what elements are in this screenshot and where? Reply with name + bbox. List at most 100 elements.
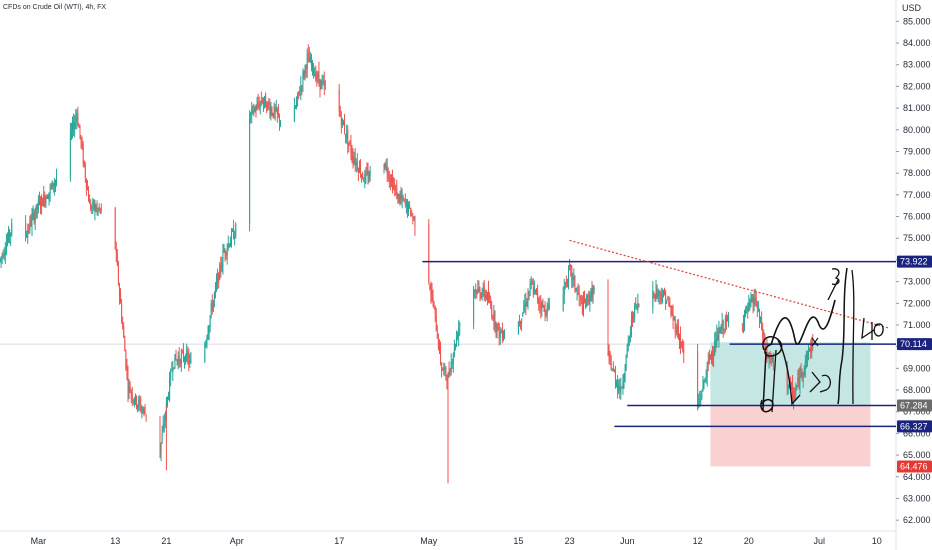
candle-body: [369, 170, 371, 177]
candle-body: [436, 333, 438, 339]
candle-body: [700, 396, 702, 398]
candle-body: [365, 172, 367, 177]
y-tick-label: 78.000: [903, 168, 931, 178]
candle-body: [665, 292, 667, 304]
candle-body: [758, 309, 760, 319]
candle-body: [523, 307, 525, 311]
y-tick-label: 68.000: [903, 385, 931, 395]
candle-body: [122, 322, 124, 328]
descending-trendline[interactable]: [569, 239, 890, 329]
candle-body: [307, 52, 309, 56]
candle-body: [697, 351, 699, 406]
candle-body: [52, 182, 54, 187]
candle-body: [451, 362, 453, 365]
level-badge-neckline: [897, 338, 932, 351]
level-badge-target: [897, 460, 932, 473]
candle-body: [233, 227, 235, 239]
candle-body: [638, 304, 640, 306]
candle-body: [530, 282, 532, 285]
y-tick-label: 79.000: [903, 146, 931, 156]
candle-body: [432, 297, 434, 306]
level-label-support: 67.284: [900, 401, 928, 411]
candle-body: [762, 331, 764, 337]
candle-body: [276, 107, 278, 115]
candle-body: [474, 290, 476, 292]
candle-body: [219, 264, 221, 280]
candle-body: [124, 340, 126, 352]
x-tick-label: 10: [872, 536, 882, 546]
candle-body: [572, 276, 574, 281]
candle-body: [83, 161, 85, 166]
candle-body: [49, 186, 51, 193]
candle-body: [563, 285, 565, 296]
candle-body: [714, 340, 716, 356]
candle-body: [413, 217, 415, 219]
candle-body: [91, 206, 93, 208]
candle-body: [77, 113, 79, 125]
candle-body: [659, 291, 661, 296]
candle-body: [127, 373, 129, 393]
time-axis[interactable]: Mar 13 21 Apr 17 May 15 23 Jun 12 20 Jul 10: [31, 536, 882, 546]
candle-body: [293, 107, 295, 122]
candle-body: [383, 165, 385, 174]
candle-body: [182, 350, 184, 360]
candle-body: [568, 268, 570, 283]
profit-zone[interactable]: [710, 342, 871, 406]
candle-body: [134, 394, 136, 402]
y-tick-label: 82.000: [903, 81, 931, 91]
candle-body: [668, 301, 670, 305]
candle-body: [34, 214, 36, 223]
candle-body: [478, 285, 480, 289]
candle-body: [174, 354, 176, 369]
candle-body: [116, 253, 118, 266]
candle-body: [395, 188, 397, 190]
candle-body: [117, 263, 119, 284]
position-tool[interactable]: [710, 342, 871, 467]
candle-body: [410, 207, 412, 217]
y-tick-label: 85.000: [903, 16, 931, 26]
trendline[interactable]: [569, 239, 890, 329]
price-axis[interactable]: 85.000 84.000 83.000 82.000 81.000 80.000 79.0…: [896, 16, 931, 525]
candle-body: [534, 289, 536, 291]
candle-body: [226, 247, 228, 256]
candle-body: [809, 348, 811, 350]
candle-body: [138, 400, 140, 407]
candle-body: [269, 106, 271, 114]
candle-body: [770, 357, 772, 360]
candle-body: [128, 384, 130, 391]
candle-body: [164, 414, 166, 421]
candle-body: [53, 183, 55, 187]
candle-body: [265, 93, 267, 108]
x-tick-label: 17: [334, 536, 344, 546]
candle-body: [703, 380, 705, 383]
candle-body: [356, 161, 358, 170]
candle-body: [139, 398, 141, 404]
candle-body: [618, 386, 620, 391]
hand-drawn-annotation: [760, 267, 884, 413]
candle-body: [323, 80, 325, 86]
candle-body: [278, 114, 280, 123]
candle-body: [387, 172, 389, 179]
candle-body: [621, 387, 623, 389]
candle-body: [94, 205, 96, 211]
candle-body: [10, 232, 12, 237]
candle-body: [484, 294, 486, 299]
candle-body: [27, 230, 29, 238]
loss-zone[interactable]: [710, 405, 871, 467]
candle-body: [590, 289, 592, 298]
candle-body: [628, 336, 630, 341]
candle-body: [680, 336, 682, 346]
candle-body: [175, 355, 177, 360]
candle-body: [73, 123, 75, 131]
candle-body: [701, 393, 703, 397]
candle-body: [30, 221, 32, 226]
candle-body: [545, 312, 547, 316]
candle-body: [29, 220, 31, 230]
candle-body: [204, 345, 206, 362]
x-tick-label: 13: [110, 536, 120, 546]
candles: [0, 44, 814, 484]
candle-body: [446, 378, 448, 382]
candle-body: [100, 208, 102, 210]
